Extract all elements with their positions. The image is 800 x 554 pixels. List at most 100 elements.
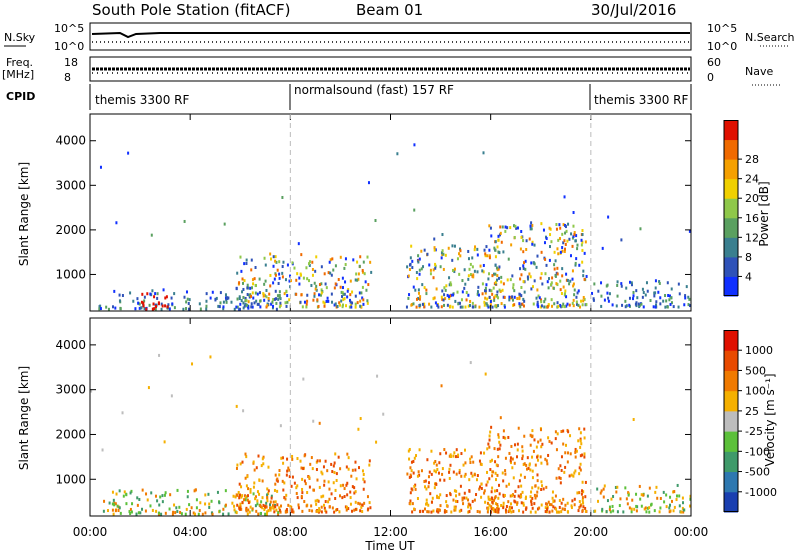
data-cell xyxy=(273,297,276,301)
data-cell xyxy=(519,247,522,251)
data-cell xyxy=(337,455,340,459)
data-cell xyxy=(584,495,587,499)
data-cell xyxy=(481,292,484,296)
data-cell xyxy=(433,486,436,490)
data-cell xyxy=(165,295,168,299)
data-cell xyxy=(141,507,144,511)
data-cell xyxy=(315,468,318,472)
data-cell xyxy=(441,297,444,301)
data-cell xyxy=(315,502,318,506)
data-cell xyxy=(508,505,511,509)
data-cell xyxy=(407,296,410,300)
data-cell xyxy=(243,498,246,502)
data-cell xyxy=(146,292,149,296)
data-cell xyxy=(121,294,124,298)
data-cell xyxy=(318,421,321,425)
data-cell xyxy=(606,291,609,295)
data-cell xyxy=(291,475,294,479)
data-cell xyxy=(509,494,512,498)
data-cell xyxy=(505,505,508,509)
colorbar-band xyxy=(724,350,738,371)
data-cell xyxy=(436,494,439,498)
data-cell xyxy=(564,225,567,229)
data-cell xyxy=(521,490,524,494)
data-cell xyxy=(471,499,474,503)
data-cell xyxy=(654,279,657,283)
data-cell xyxy=(353,486,356,490)
data-cell xyxy=(464,461,467,465)
data-cell xyxy=(463,474,466,478)
data-cell xyxy=(409,499,412,503)
data-cell xyxy=(562,429,565,433)
data-cell xyxy=(500,275,503,279)
data-cell xyxy=(488,503,491,507)
y-tick-label: 3000 xyxy=(55,383,86,397)
data-cell xyxy=(639,227,642,231)
data-cell xyxy=(408,267,411,271)
data-cell xyxy=(246,292,249,296)
data-cell xyxy=(470,471,473,475)
data-cell xyxy=(108,501,111,505)
data-cell xyxy=(526,275,529,279)
data-cell xyxy=(675,494,678,498)
data-cell xyxy=(445,451,448,455)
data-cell xyxy=(487,277,490,281)
data-cell xyxy=(682,508,685,512)
data-cell xyxy=(497,455,500,459)
data-cell xyxy=(545,459,548,463)
data-cell xyxy=(429,268,432,272)
data-cell xyxy=(418,473,421,477)
data-cell xyxy=(611,504,614,508)
data-cell xyxy=(463,268,466,272)
data-cell xyxy=(271,504,274,508)
data-cell xyxy=(582,505,585,509)
data-cell xyxy=(349,293,352,297)
data-cell xyxy=(143,307,146,311)
data-cell xyxy=(267,465,270,469)
data-cell xyxy=(138,306,141,310)
data-cell xyxy=(418,448,421,452)
data-cell xyxy=(608,505,611,509)
data-cell xyxy=(558,476,561,480)
data-cell xyxy=(630,510,633,514)
data-cell xyxy=(278,260,281,264)
data-cell xyxy=(484,296,487,300)
data-cell xyxy=(476,509,479,513)
data-cell xyxy=(432,268,435,272)
data-cell xyxy=(445,494,448,498)
data-cell xyxy=(107,307,110,311)
data-cell xyxy=(311,260,314,264)
data-cell xyxy=(331,470,334,474)
data-cell xyxy=(484,302,487,306)
data-cell xyxy=(540,480,543,484)
data-cell xyxy=(456,500,459,504)
data-cell xyxy=(182,307,185,311)
data-cell xyxy=(465,291,468,295)
data-cell xyxy=(668,503,671,507)
data-cell xyxy=(282,488,285,492)
data-cell xyxy=(161,500,164,504)
data-cell xyxy=(345,465,348,469)
data-cell xyxy=(508,451,511,455)
x-tick-label: 12:00 xyxy=(373,525,408,539)
data-cell xyxy=(498,483,501,487)
data-cell xyxy=(313,281,316,285)
data-cell xyxy=(579,462,582,466)
data-cell xyxy=(658,280,661,284)
data-cell xyxy=(276,479,279,483)
data-cell xyxy=(269,252,272,256)
data-cell xyxy=(435,463,438,467)
data-cell xyxy=(524,507,527,511)
data-cell xyxy=(432,297,435,301)
data-cell xyxy=(489,468,492,472)
data-cell xyxy=(241,460,244,464)
data-cell xyxy=(119,511,122,515)
data-cell xyxy=(255,509,258,513)
data-cell xyxy=(137,301,140,305)
data-cell xyxy=(607,299,610,303)
data-cell xyxy=(448,276,451,280)
data-cell xyxy=(235,404,238,408)
data-cell xyxy=(449,281,452,285)
data-cell xyxy=(540,428,543,432)
